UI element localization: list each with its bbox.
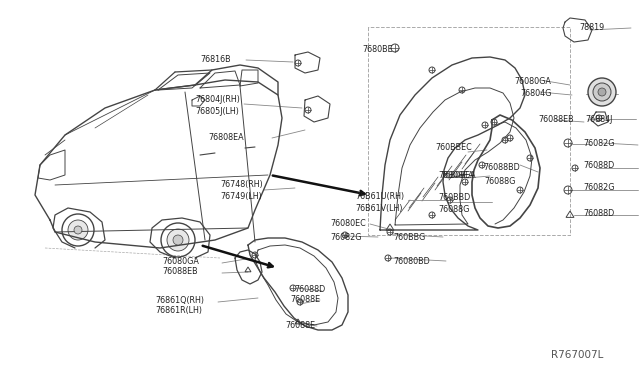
Text: 76080BD: 76080BD [393, 257, 429, 266]
Text: 76808EA: 76808EA [440, 170, 476, 180]
Text: 76088BD: 76088BD [483, 164, 520, 173]
Text: 76082G: 76082G [583, 183, 614, 192]
Circle shape [68, 220, 88, 240]
Text: 76B61V(LH): 76B61V(LH) [355, 203, 403, 212]
Text: 76088E: 76088E [285, 321, 315, 330]
Text: 76884J: 76884J [585, 115, 612, 124]
Text: 76088EB: 76088EB [162, 267, 198, 276]
Circle shape [167, 229, 189, 251]
Text: 760BBD: 760BBD [438, 193, 470, 202]
Text: 7680BE: 7680BE [362, 45, 392, 54]
Text: 76080GA: 76080GA [514, 77, 551, 87]
Text: 76088EB: 76088EB [538, 115, 573, 125]
Circle shape [588, 78, 616, 106]
Text: 76748(RH): 76748(RH) [220, 180, 263, 189]
Text: 78819: 78819 [579, 22, 604, 32]
Text: 76804G: 76804G [520, 89, 552, 97]
Text: 76749(LH): 76749(LH) [220, 192, 262, 201]
Text: 76082G: 76082G [583, 138, 614, 148]
Text: 76088D: 76088D [583, 208, 614, 218]
Circle shape [598, 88, 606, 96]
Text: 76088G: 76088G [484, 177, 515, 186]
Text: 76088E: 76088E [290, 295, 320, 305]
Circle shape [173, 235, 183, 245]
Text: 76861Q(RH): 76861Q(RH) [155, 295, 204, 305]
Text: 76804J(RH): 76804J(RH) [195, 96, 240, 105]
Text: 76808EA: 76808EA [438, 170, 474, 180]
Text: 76088G: 76088G [438, 205, 469, 215]
Text: 760BBG: 760BBG [393, 232, 425, 241]
Text: R767007L: R767007L [551, 350, 604, 360]
Text: 76080EC: 76080EC [330, 219, 365, 228]
Text: 76088D: 76088D [294, 285, 325, 294]
Text: 76861R(LH): 76861R(LH) [155, 307, 202, 315]
Text: 76805J(LH): 76805J(LH) [195, 106, 239, 115]
Circle shape [74, 226, 82, 234]
Text: 76B61U(RH): 76B61U(RH) [355, 192, 404, 202]
Text: 760BBEC: 760BBEC [435, 144, 472, 153]
Text: 76080GA: 76080GA [162, 257, 199, 266]
Text: 76082G: 76082G [330, 232, 362, 241]
Text: 76088D: 76088D [583, 161, 614, 170]
Circle shape [593, 83, 611, 101]
Text: 76808EA: 76808EA [208, 132, 244, 141]
Text: 76816B: 76816B [200, 55, 230, 64]
